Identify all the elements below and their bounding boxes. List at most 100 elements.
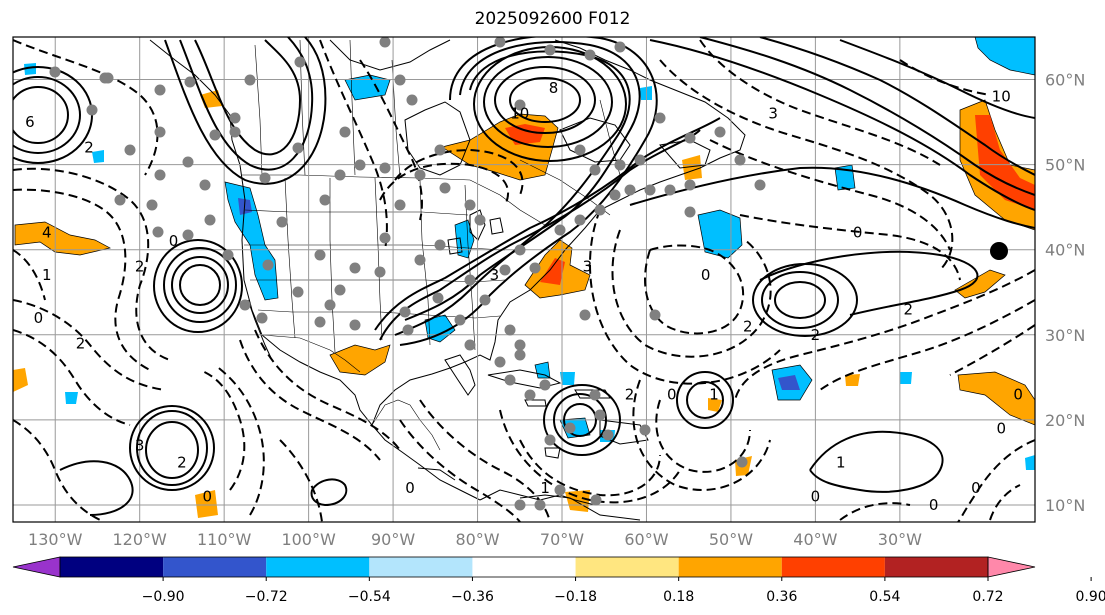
contour-label: 2 bbox=[904, 300, 914, 318]
observation-dot bbox=[504, 374, 516, 386]
observation-dot bbox=[529, 262, 541, 274]
contour-line bbox=[494, 66, 596, 134]
observation-dot bbox=[594, 204, 606, 216]
latitude-label: 60°N bbox=[1045, 71, 1085, 90]
longitude-label: 110°W bbox=[197, 530, 252, 549]
colorbar-tick-label: −0.72 bbox=[245, 589, 288, 605]
contour-line bbox=[374, 117, 721, 331]
observation-dot bbox=[614, 159, 626, 171]
shade-patch bbox=[778, 375, 800, 390]
observation-dot bbox=[99, 72, 111, 84]
contour-line bbox=[649, 39, 1035, 211]
dashed-contour-line bbox=[659, 59, 954, 271]
shade-patch bbox=[697, 209, 743, 259]
dashed-contour-line bbox=[739, 214, 961, 281]
longitude-label: 70°W bbox=[540, 530, 584, 549]
dashed-contour-line bbox=[899, 59, 991, 96]
colorbar-segment bbox=[781, 557, 885, 577]
dashed-contour-line bbox=[499, 409, 681, 504]
dashed-contour-line bbox=[319, 39, 388, 251]
observation-dot bbox=[244, 74, 256, 86]
shade-patch bbox=[65, 392, 78, 404]
contour-label: 6 bbox=[25, 113, 35, 131]
observation-dot bbox=[314, 316, 326, 328]
border bbox=[254, 44, 263, 176]
observation-dot bbox=[574, 144, 586, 156]
observation-dot bbox=[259, 172, 271, 184]
observation-dot bbox=[334, 169, 346, 181]
contour-line bbox=[153, 239, 243, 333]
observation-dot bbox=[514, 499, 526, 511]
contour-line bbox=[145, 421, 199, 479]
latitude-label: 20°N bbox=[1045, 411, 1085, 430]
contour-line bbox=[404, 41, 641, 321]
observation-dot bbox=[574, 214, 586, 226]
map-frame bbox=[12, 36, 1036, 523]
shade-patch bbox=[682, 155, 702, 180]
longitude-label: 120°W bbox=[113, 530, 168, 549]
dashed-contour-line bbox=[379, 162, 510, 206]
observation-dot bbox=[684, 132, 696, 144]
colorbar-outline bbox=[59, 556, 989, 578]
observation-dot bbox=[86, 104, 98, 116]
observation-dot bbox=[514, 244, 526, 256]
observation-dot bbox=[684, 179, 696, 191]
observation-dot bbox=[319, 194, 331, 206]
coastline bbox=[329, 39, 451, 71]
border bbox=[261, 334, 361, 373]
dashed-contour-line bbox=[699, 39, 941, 166]
observation-dot bbox=[239, 299, 251, 311]
observation-markers bbox=[49, 37, 766, 511]
contour-line bbox=[774, 281, 826, 319]
shade-patch bbox=[534, 361, 551, 379]
dashed-contour-line bbox=[839, 502, 911, 521]
observation-dot bbox=[184, 76, 196, 88]
observation-dot bbox=[609, 189, 621, 201]
shade-patch bbox=[1025, 455, 1035, 470]
contour-line bbox=[129, 405, 215, 491]
contour-line bbox=[399, 37, 658, 346]
colorbar-segment bbox=[678, 557, 782, 577]
contour-label: 0 bbox=[701, 266, 711, 284]
longitude-label: 50°W bbox=[709, 530, 753, 549]
colorbar bbox=[12, 556, 1036, 578]
contour-label: 0 bbox=[853, 224, 863, 242]
observation-dot bbox=[649, 309, 661, 321]
dashed-contour-line bbox=[644, 244, 745, 335]
observation-dot bbox=[229, 126, 241, 138]
coastline bbox=[417, 467, 456, 481]
colorbar-segment bbox=[266, 557, 370, 577]
observation-dot bbox=[514, 99, 526, 111]
observation-dot bbox=[602, 429, 614, 441]
observation-dot bbox=[394, 199, 406, 211]
observation-dot bbox=[229, 112, 241, 124]
contour-line bbox=[809, 430, 944, 493]
observation-dot bbox=[256, 312, 268, 324]
shade-patch bbox=[344, 74, 391, 101]
shade-patch bbox=[13, 368, 28, 392]
latitude-labels: 10°N 20°N 30°N 40°N 50°N 60°N bbox=[1045, 71, 1085, 515]
shade-patch bbox=[560, 372, 575, 385]
border bbox=[329, 178, 336, 353]
shade-patch bbox=[540, 258, 565, 285]
colorbar-tick-label: 0.36 bbox=[766, 589, 797, 605]
border bbox=[349, 39, 356, 176]
observation-dot bbox=[414, 254, 426, 266]
observation-dot bbox=[406, 94, 418, 106]
observation-dot bbox=[324, 299, 336, 311]
political-borders bbox=[242, 39, 621, 451]
shade-patch bbox=[92, 150, 104, 163]
shade-patch bbox=[975, 115, 1035, 210]
border bbox=[284, 177, 296, 339]
colorbar-tick-label: −0.54 bbox=[348, 589, 391, 605]
contour-line bbox=[761, 271, 839, 329]
dashed-contour-line bbox=[13, 419, 101, 521]
observation-dot bbox=[334, 284, 346, 296]
contour-label: 1 bbox=[42, 266, 52, 284]
observation-dot bbox=[494, 356, 506, 368]
colorbar-tick-labels: −0.90 −0.72 −0.54 −0.36 −0.18 0.18 0.36 0.54 0.7… bbox=[142, 577, 1105, 605]
observation-dot bbox=[474, 214, 486, 226]
latitude-label: 50°N bbox=[1045, 156, 1085, 175]
